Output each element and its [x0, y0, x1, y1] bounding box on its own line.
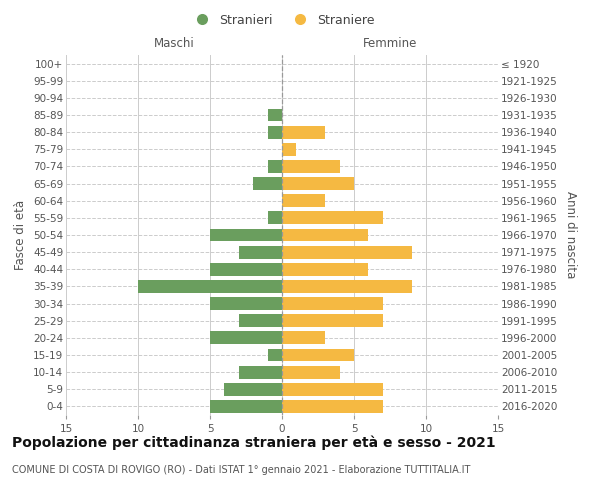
Text: Maschi: Maschi: [154, 37, 194, 50]
Bar: [268, 126, 282, 138]
Bar: [282, 177, 354, 190]
Bar: [282, 332, 325, 344]
Bar: [282, 348, 354, 362]
Legend: Stranieri, Straniere: Stranieri, Straniere: [184, 8, 380, 32]
Y-axis label: Anni di nascita: Anni di nascita: [564, 192, 577, 278]
Text: Popolazione per cittadinanza straniera per età e sesso - 2021: Popolazione per cittadinanza straniera p…: [12, 435, 496, 450]
Bar: [210, 228, 282, 241]
Bar: [282, 400, 383, 413]
Bar: [282, 143, 296, 156]
Bar: [239, 366, 282, 378]
Bar: [268, 160, 282, 173]
Bar: [138, 280, 282, 293]
Bar: [282, 383, 383, 396]
Text: COMUNE DI COSTA DI ROVIGO (RO) - Dati ISTAT 1° gennaio 2021 - Elaborazione TUTTI: COMUNE DI COSTA DI ROVIGO (RO) - Dati IS…: [12, 465, 470, 475]
Bar: [210, 400, 282, 413]
Bar: [239, 314, 282, 327]
Bar: [282, 212, 383, 224]
Bar: [210, 297, 282, 310]
Bar: [268, 212, 282, 224]
Bar: [282, 160, 340, 173]
Text: Femmine: Femmine: [363, 37, 417, 50]
Bar: [282, 366, 340, 378]
Bar: [224, 383, 282, 396]
Bar: [282, 280, 412, 293]
Bar: [239, 246, 282, 258]
Bar: [282, 228, 368, 241]
Y-axis label: Fasce di età: Fasce di età: [14, 200, 28, 270]
Bar: [282, 314, 383, 327]
Bar: [253, 177, 282, 190]
Bar: [268, 348, 282, 362]
Bar: [210, 263, 282, 276]
Bar: [282, 194, 325, 207]
Bar: [210, 332, 282, 344]
Bar: [282, 297, 383, 310]
Bar: [282, 263, 368, 276]
Bar: [268, 108, 282, 122]
Bar: [282, 246, 412, 258]
Bar: [282, 126, 325, 138]
